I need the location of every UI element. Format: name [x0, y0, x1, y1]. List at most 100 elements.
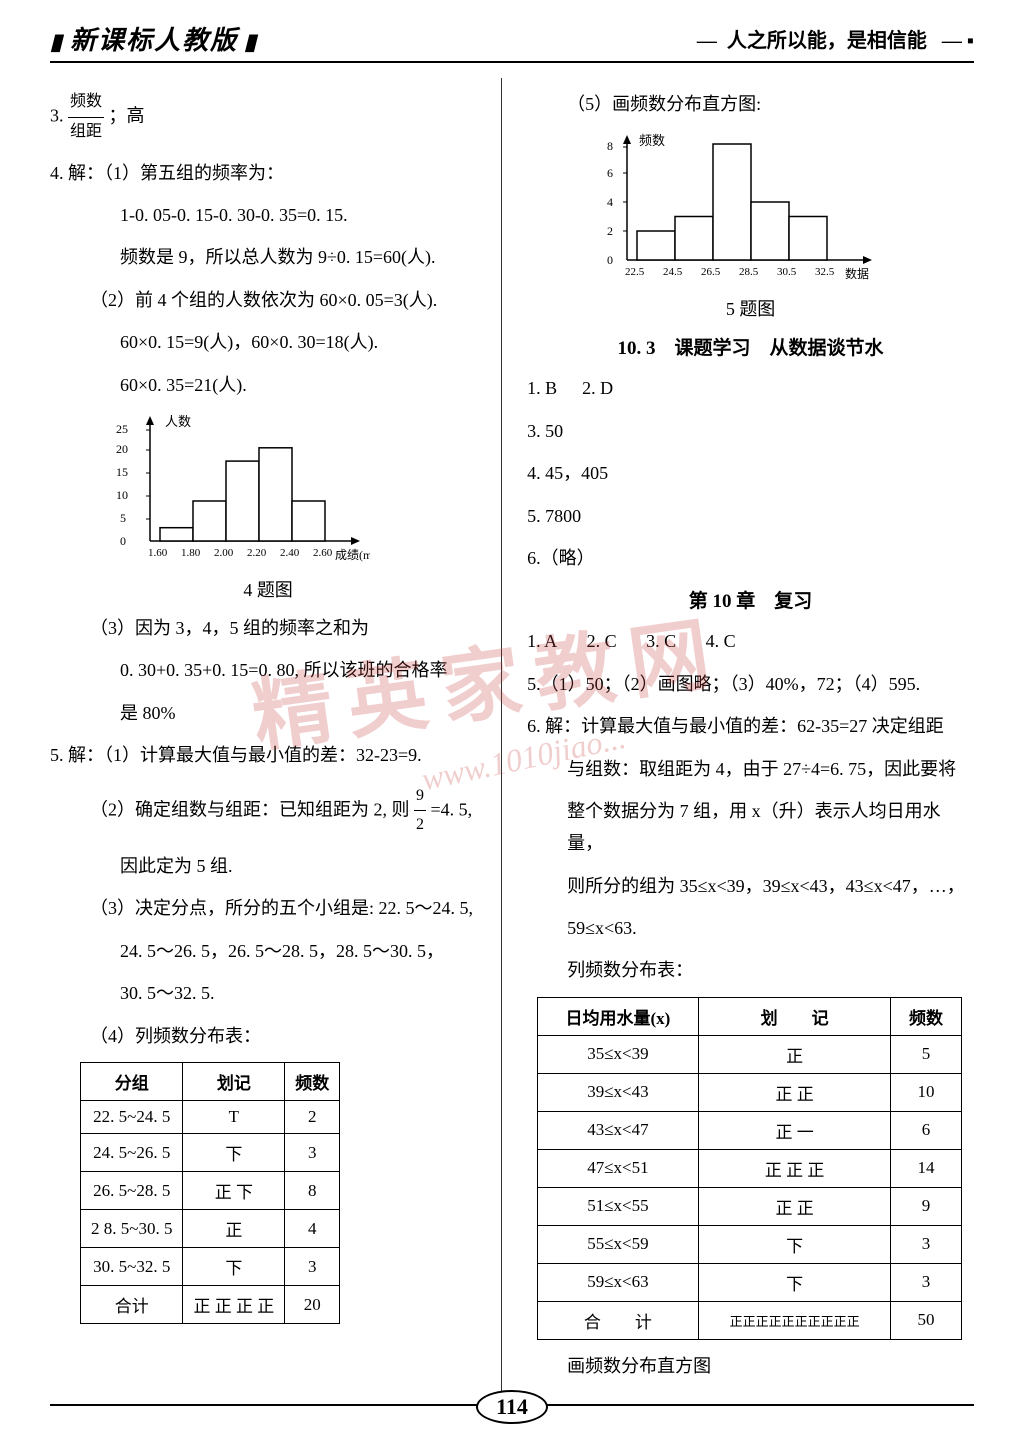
- svg-text:24.5: 24.5: [663, 266, 683, 278]
- svg-text:32.5: 32.5: [815, 266, 835, 278]
- t2-r5c2: 3: [891, 1225, 961, 1263]
- t1-r0c1: T: [183, 1101, 285, 1134]
- svg-text:28.5: 28.5: [739, 266, 759, 278]
- t2-r1c1: 正 正: [698, 1073, 891, 1111]
- t2-r4c1: 正 正: [698, 1187, 891, 1225]
- t1-r1c2: 3: [285, 1134, 340, 1172]
- svg-text:5: 5: [120, 511, 126, 525]
- t1-r0c0: 22. 5~24. 5: [81, 1101, 183, 1134]
- q4-p1: 4. 解：（1）第五组的频率为：: [50, 157, 486, 189]
- chart-5-svg: 频数 0 2 4 6 8 22.5 24.5 26.5 28.5: [587, 130, 887, 290]
- svg-text:22.5: 22.5: [625, 266, 645, 278]
- svg-text:6: 6: [607, 166, 613, 180]
- a5: 5. 7800: [527, 500, 974, 532]
- t1-r2c1: 正 下: [183, 1172, 285, 1210]
- t2-r2c1: 正 一: [698, 1111, 891, 1149]
- t2-r6c0: 59≤x<63: [538, 1263, 699, 1301]
- t2-h0: 日均用水量(x): [538, 997, 699, 1035]
- svg-text:25: 25: [116, 422, 128, 436]
- t1-h2: 频数: [285, 1063, 340, 1101]
- chart-4: 人数 0 5 10 15 20 25 1.60 1.80: [110, 411, 486, 571]
- t2-r7c2: 50: [891, 1301, 961, 1339]
- svg-text:2.00: 2.00: [214, 547, 234, 559]
- t1-r1c1: 下: [183, 1134, 285, 1172]
- chart-5: 频数 0 2 4 6 8 22.5 24.5 26.5 28.5: [587, 130, 974, 290]
- t2-r7c0: 合 计: [538, 1301, 699, 1339]
- t1-r2c0: 26. 5~28. 5: [81, 1172, 183, 1210]
- t2-h1: 划 记: [698, 997, 891, 1035]
- svg-text:10: 10: [116, 488, 128, 502]
- t1-r5c0: 合计: [81, 1286, 183, 1324]
- t2-h2: 频数: [891, 997, 961, 1035]
- t2-r1c0: 39≤x<43: [538, 1073, 699, 1111]
- q4-p1-eq: 1-0. 05-0. 15-0. 30-0. 35=0. 15.: [50, 199, 486, 231]
- svg-text:26.5: 26.5: [701, 266, 721, 278]
- t2-r1c2: 10: [891, 1073, 961, 1111]
- t2-r3c2: 14: [891, 1149, 961, 1187]
- t1-r3c1: 正: [183, 1210, 285, 1248]
- ch10-a6-l5: 59≤x<63.: [527, 912, 974, 944]
- t1-r5c1: 正 正 正 正: [183, 1286, 285, 1324]
- section-10-3: 10. 3 课题学习 从数据谈节水: [527, 333, 974, 360]
- a6: 6.（略）: [527, 542, 974, 574]
- ch10-a6-l2: 与组数：取组距为 4，由于 27÷4=6. 75，因此要将: [527, 753, 974, 785]
- t1-r3c0: 2 8. 5~30. 5: [81, 1210, 183, 1248]
- q5-p3-l3: 30. 5～32. 5.: [50, 977, 486, 1009]
- after-table: 画频数分布直方图: [527, 1350, 974, 1382]
- svg-text:0: 0: [120, 534, 126, 548]
- q4-p3: （3）因为 3，4，5 组的频率之和为: [50, 612, 486, 644]
- a12: 1. B2. D: [527, 372, 974, 404]
- q5-p2-l2: 因此定为 5 组.: [50, 850, 486, 882]
- header-title-left: 新课标人教版: [50, 20, 258, 57]
- t2-r3c1: 正 正 正: [698, 1149, 891, 1187]
- a3: 3. 50: [527, 415, 974, 447]
- q4-p3-l2: 0. 30+0. 35+0. 15=0. 80, 所以该班的合格率: [50, 654, 486, 686]
- t2-r5c1: 下: [698, 1225, 891, 1263]
- t1-r4c1: 下: [183, 1248, 285, 1286]
- ch10-a6-l4: 则所分的组为 35≤x<39，39≤x<43，43≤x<47，…，: [527, 870, 974, 902]
- svg-text:2.20: 2.20: [247, 547, 267, 559]
- freq-table-1: 分组 划记 频数 22. 5~24. 5T2 24. 5~26. 5下3 26.…: [80, 1062, 340, 1324]
- t1-r2c2: 8: [285, 1172, 340, 1210]
- t2-r6c2: 3: [891, 1263, 961, 1301]
- t1-h1: 划记: [183, 1063, 285, 1101]
- t2-r0c1: 正: [698, 1035, 891, 1073]
- ch10-r1: 1. A 2. C 3. C 4. C: [527, 625, 974, 657]
- page-number: 114: [476, 1390, 548, 1424]
- q5-p4: （4）列频数分布表：: [50, 1020, 486, 1052]
- q4-p3-l3: 是 80%: [50, 697, 486, 729]
- q3: 3. 频数组距 ；高: [50, 88, 486, 147]
- svg-text:数据: 数据: [845, 266, 869, 281]
- chart-5-caption: 5 题图: [527, 295, 974, 321]
- q5-p5: （5）画频数分布直方图:: [527, 88, 974, 120]
- t1-r4c2: 3: [285, 1248, 340, 1286]
- svg-text:8: 8: [607, 139, 613, 153]
- ch10-a5: 5.（1）50；（2）画图略；（3）40%，72；（4）595.: [527, 668, 974, 700]
- section-ch10: 第 10 章 复习: [527, 586, 974, 613]
- svg-text:成绩(m): 成绩(m): [335, 548, 370, 562]
- q5-p3-l2: 24. 5～26. 5，26. 5～28. 5，28. 5～30. 5，: [50, 935, 486, 967]
- t2-r6c1: 下: [698, 1263, 891, 1301]
- t1-r5c2: 20: [285, 1286, 340, 1324]
- t2-r4c2: 9: [891, 1187, 961, 1225]
- ch10-a6-l3: 整个数据分为 7 组，用 x（升）表示人均日用水量，: [527, 795, 974, 860]
- t2-r0c2: 5: [891, 1035, 961, 1073]
- q4-p2-l2: 60×0. 15=9(人)，60×0. 30=18(人).: [50, 326, 486, 358]
- ch10-a6-l6: 列频数分布表：: [527, 954, 974, 986]
- q5-p2: （2）确定组数与组距：已知组距为 2, 则 92 =4. 5,: [50, 782, 486, 841]
- svg-text:1.60: 1.60: [148, 547, 168, 559]
- svg-text:30.5: 30.5: [777, 266, 797, 278]
- svg-text:1.80: 1.80: [181, 547, 201, 559]
- t1-r3c2: 4: [285, 1210, 340, 1248]
- chart-4-svg: 人数 0 5 10 15 20 25 1.60 1.80: [110, 411, 370, 571]
- t2-r4c0: 51≤x<55: [538, 1187, 699, 1225]
- freq-table-2: 日均用水量(x) 划 记 频数 35≤x<39正5 39≤x<43正 正10 4…: [537, 997, 962, 1340]
- t2-r7c1: 正正正正正正正正正正: [698, 1301, 891, 1339]
- svg-text:2: 2: [607, 224, 613, 238]
- q4-p1-l2: 频数是 9，所以总人数为 9÷0. 15=60(人).: [50, 241, 486, 273]
- t2-r3c0: 47≤x<51: [538, 1149, 699, 1187]
- t2-r2c0: 43≤x<47: [538, 1111, 699, 1149]
- header-title-right: 人之所以能，是相信能: [697, 24, 974, 53]
- q5-p3: （3）决定分点，所分的五个小组是: 22. 5～24. 5,: [50, 892, 486, 924]
- a4: 4. 45，405: [527, 457, 974, 489]
